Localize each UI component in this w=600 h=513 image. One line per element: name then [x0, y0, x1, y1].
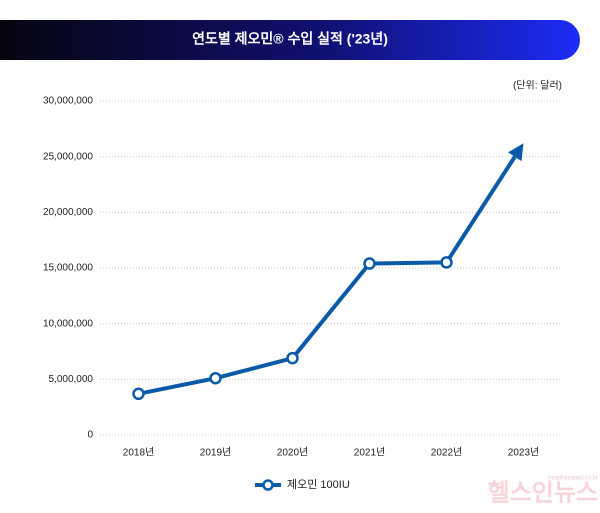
- y-tick-label: 5,000,000: [49, 374, 94, 385]
- y-tick-label: 25,000,000: [43, 151, 93, 162]
- chart-title: 연도별 제오민® 수입 실적 ('23년): [192, 31, 388, 47]
- series-line: [138, 155, 517, 396]
- x-tick-label: 2019년: [200, 447, 231, 459]
- unit-label: (단위: 달러): [513, 79, 562, 92]
- point-marker: [132, 387, 145, 401]
- point-marker: [440, 256, 453, 269]
- watermark-site: healthinnews.co.kr: [548, 476, 598, 482]
- y-tick-label: 0: [87, 430, 93, 441]
- y-tick-label: 30,000,000: [43, 96, 93, 107]
- x-tick-label: 2023년: [508, 447, 539, 459]
- y-tick-label: 20,000,000: [43, 207, 93, 218]
- arrow-head: [508, 143, 524, 162]
- title-banner: [0, 20, 580, 60]
- x-tick-label: 2022년: [431, 447, 462, 459]
- legend-marker: [262, 479, 274, 491]
- x-tick-label: 2020년: [277, 447, 308, 459]
- x-tick-label: 2021년: [354, 447, 385, 459]
- legend-label: 제오민 100IU: [287, 478, 350, 491]
- y-tick-label: 15,000,000: [43, 263, 93, 274]
- point-marker: [286, 351, 299, 365]
- x-tick-label: 2018년: [123, 447, 154, 459]
- point-marker: [209, 371, 222, 385]
- y-tick-label: 10,000,000: [43, 318, 93, 329]
- point-marker: [363, 257, 376, 270]
- watermark-brand: 헬스인뉴스: [488, 479, 598, 506]
